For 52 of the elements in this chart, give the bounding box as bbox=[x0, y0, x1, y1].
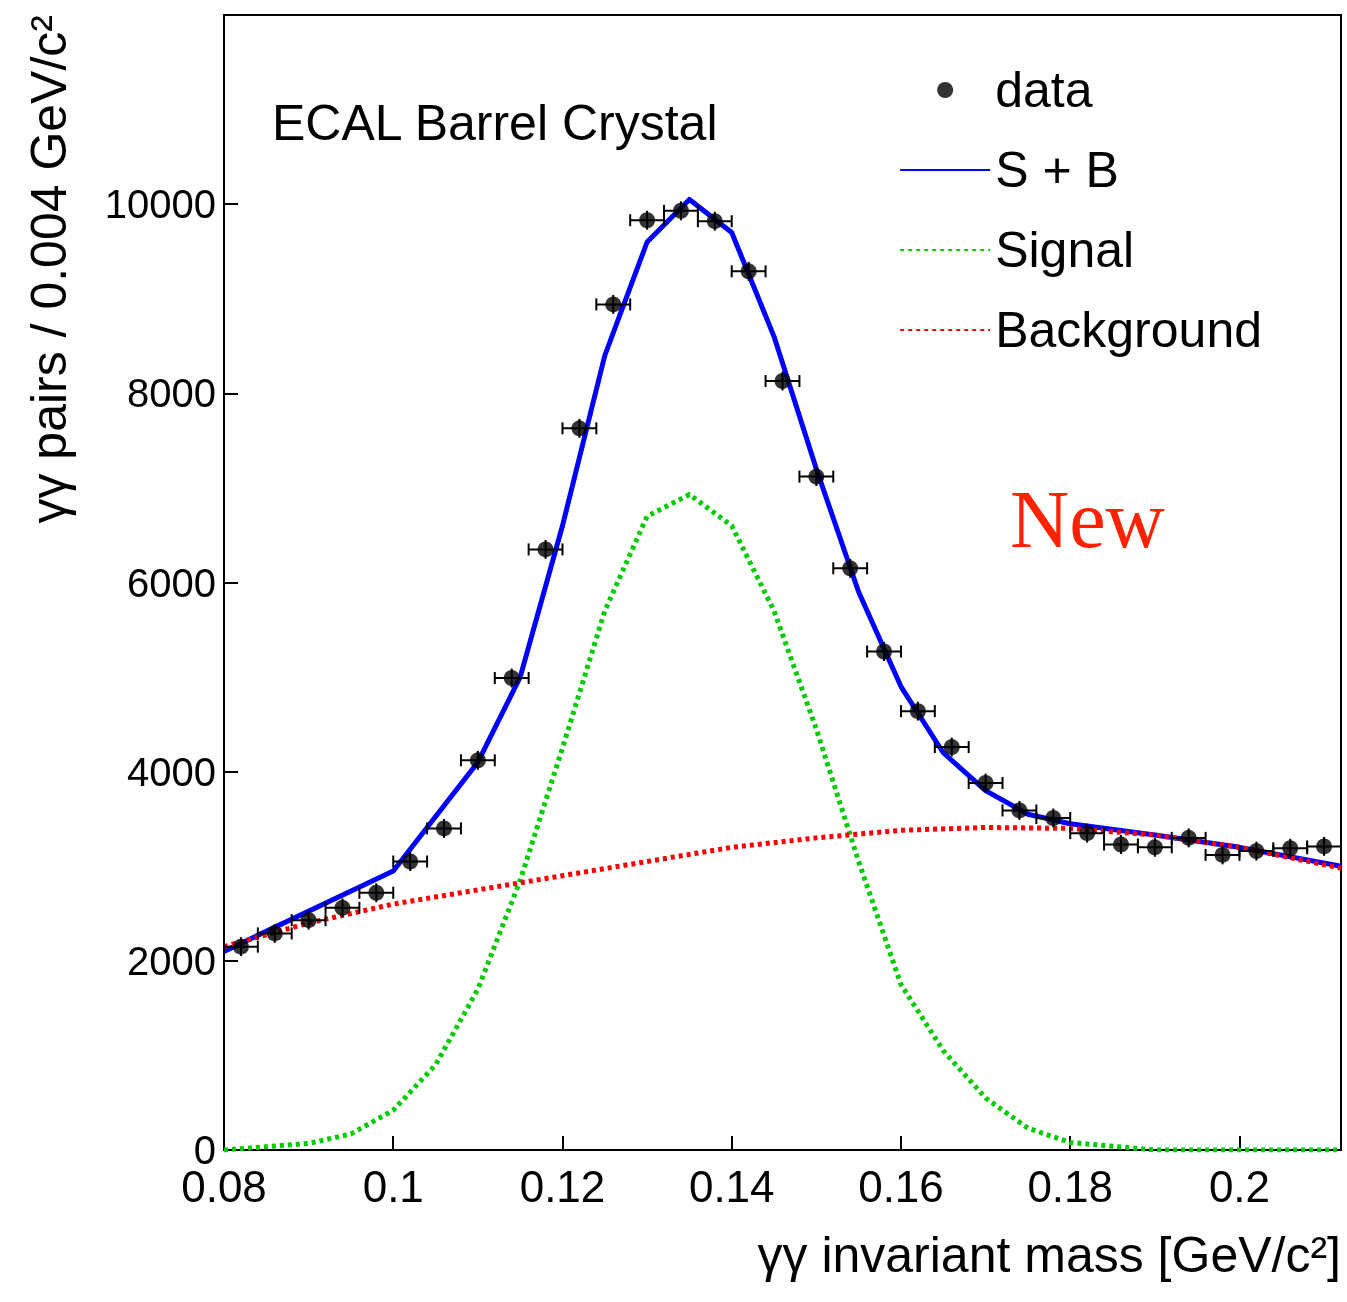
annotation: New bbox=[1010, 473, 1165, 565]
point bbox=[402, 853, 419, 870]
point bbox=[1113, 836, 1129, 853]
point bbox=[1011, 802, 1028, 819]
point bbox=[232, 938, 249, 955]
point bbox=[1316, 838, 1333, 855]
point bbox=[639, 212, 656, 229]
point bbox=[706, 213, 723, 230]
point bbox=[469, 752, 486, 769]
point bbox=[1045, 810, 1062, 827]
point bbox=[1282, 840, 1299, 857]
point bbox=[1214, 846, 1231, 863]
point bbox=[1079, 825, 1096, 842]
x-tick-label: 0.1 bbox=[362, 1161, 424, 1211]
legend-label: Signal bbox=[995, 222, 1135, 278]
point bbox=[672, 202, 689, 219]
y-tick-label: 8000 bbox=[127, 371, 216, 416]
point bbox=[300, 912, 317, 929]
point bbox=[334, 899, 351, 916]
point bbox=[503, 670, 520, 687]
point bbox=[605, 296, 622, 313]
point bbox=[571, 420, 588, 437]
y-tick-label: 2000 bbox=[127, 938, 216, 983]
point bbox=[876, 643, 893, 660]
point bbox=[774, 373, 791, 390]
y-tick-label: 6000 bbox=[127, 560, 216, 605]
legend-label: data bbox=[995, 62, 1093, 118]
point bbox=[1248, 843, 1265, 860]
x-tick-label: 0.2 bbox=[1208, 1161, 1271, 1211]
point bbox=[537, 541, 554, 558]
point bbox=[842, 560, 859, 577]
x-axis-title: γγ invariant mass [GeV/c²] bbox=[757, 1227, 1341, 1283]
y-tick-label: 10000 bbox=[104, 182, 216, 227]
point bbox=[977, 775, 994, 792]
x-tick-label: 0.12 bbox=[519, 1161, 606, 1211]
y-tick-label: 4000 bbox=[127, 749, 216, 794]
point bbox=[1180, 829, 1197, 846]
point bbox=[266, 925, 283, 942]
legend-label: Background bbox=[995, 302, 1263, 358]
point bbox=[808, 468, 825, 485]
x-tick-label: 0.16 bbox=[858, 1161, 944, 1211]
y-axis-title: γγ pairs / 0.004 GeV/c² bbox=[21, 15, 77, 524]
x-tick-label: 0.14 bbox=[688, 1161, 775, 1211]
point bbox=[436, 820, 453, 837]
legend-label: S + B bbox=[995, 142, 1119, 198]
point bbox=[368, 884, 385, 901]
point bbox=[909, 703, 926, 720]
point bbox=[943, 739, 960, 756]
annotation: ECAL Barrel Crystal bbox=[272, 95, 718, 151]
point bbox=[740, 263, 757, 280]
x-tick-label: 0.18 bbox=[1027, 1161, 1114, 1211]
point bbox=[1146, 839, 1163, 856]
